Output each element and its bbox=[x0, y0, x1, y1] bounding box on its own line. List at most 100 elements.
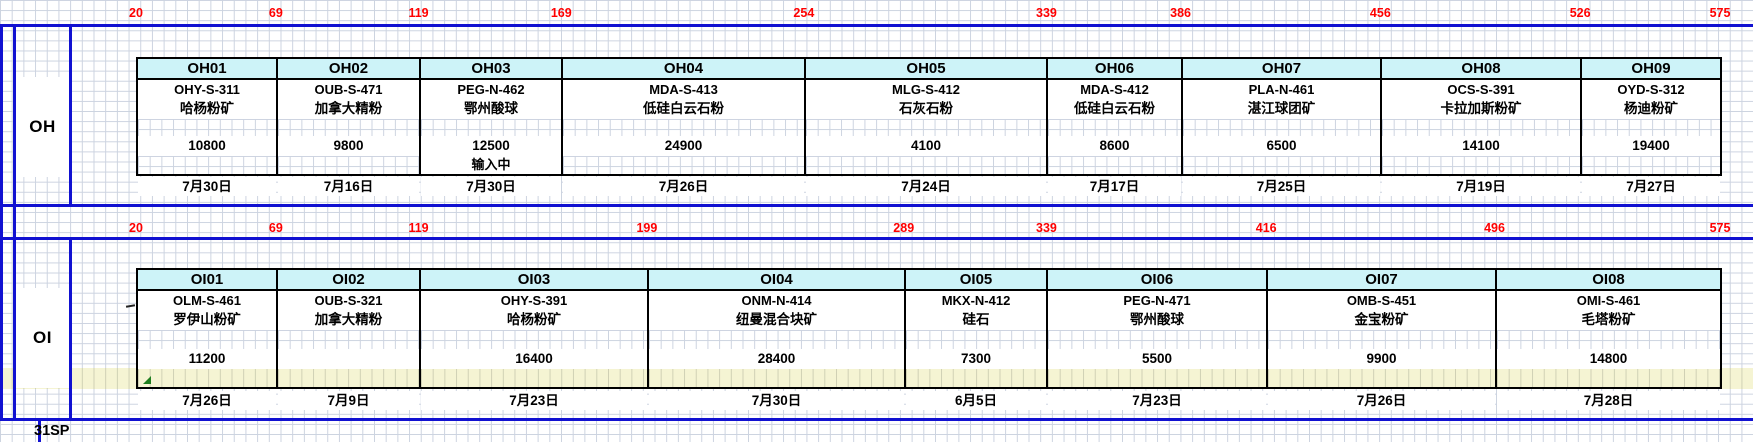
bin-id-cell[interactable]: OH08 bbox=[1382, 59, 1580, 80]
bin-oh03[interactable]: OH03 PEG-N-462 鄂州酸球 12500 输入中 bbox=[419, 57, 563, 176]
bin-oh07[interactable]: OH07 PLA-N-461 湛江球团矿 6500 bbox=[1181, 57, 1382, 176]
bin-date-cell[interactable]: 7月26日 bbox=[563, 177, 804, 196]
row-label-oi[interactable]: OI bbox=[16, 288, 69, 388]
bin-code-cell[interactable]: OLM-S-461 bbox=[173, 293, 241, 308]
bin-material-cell[interactable]: 鄂州酸球 bbox=[464, 101, 518, 116]
bin-date-cell[interactable]: 7月24日 bbox=[806, 177, 1046, 196]
bin-material-cell[interactable]: 鄂州酸球 bbox=[1130, 312, 1184, 327]
bin-id-cell[interactable]: OI04 bbox=[649, 270, 904, 291]
bin-oh02[interactable]: OH02 OUB-S-471 加拿大精粉 9800 bbox=[276, 57, 421, 176]
bin-oi08[interactable]: OI08 OMI-S-461 毛塔粉矿 14800 bbox=[1495, 268, 1722, 389]
bin-material-cell[interactable]: 卡拉加斯粉矿 bbox=[1440, 101, 1522, 116]
bin-oi02[interactable]: OI02 OUB-S-321 加拿大精粉 bbox=[276, 268, 421, 389]
bin-id-cell[interactable]: OI01 bbox=[138, 270, 276, 291]
bin-quantity-cell[interactable]: 9800 bbox=[333, 138, 364, 153]
bin-material-cell[interactable]: 罗伊山粉矿 bbox=[173, 312, 241, 327]
bin-code-cell[interactable]: MKX-N-412 bbox=[941, 293, 1011, 308]
bin-code-cell[interactable]: MDA-S-412 bbox=[1080, 82, 1149, 97]
bin-oh04[interactable]: OH04 MDA-S-413 低硅白云石粉 24900 bbox=[561, 57, 806, 176]
bin-date-cell[interactable]: 7月9日 bbox=[278, 391, 419, 410]
bin-code-cell[interactable]: OYD-S-312 bbox=[1617, 82, 1685, 97]
bin-code-cell[interactable]: OHY-S-391 bbox=[500, 293, 568, 308]
bin-code-cell[interactable]: PEG-N-462 bbox=[457, 82, 525, 97]
bin-date-cell[interactable]: 7月16日 bbox=[278, 177, 419, 196]
bin-date-cell[interactable]: 7月28日 bbox=[1497, 391, 1720, 410]
bin-note-cell[interactable] bbox=[806, 156, 1046, 174]
bin-oh01[interactable]: OH01 OHY-S-311 哈杨粉矿 10800 bbox=[136, 57, 278, 176]
bin-material-cell[interactable]: 石灰石粉 bbox=[899, 101, 953, 116]
bin-note-cell[interactable] bbox=[1382, 156, 1580, 174]
bin-date-cell[interactable]: 6月5日 bbox=[906, 391, 1046, 410]
bin-material-cell[interactable]: 加拿大精粉 bbox=[314, 101, 383, 116]
bin-oi01[interactable]: OI01 OLM-S-461 罗伊山粉矿 11200 bbox=[136, 268, 278, 389]
bin-oh05[interactable]: OH05 MLG-S-412 石灰石粉 4100 bbox=[804, 57, 1048, 176]
bin-code-cell[interactable]: MDA-S-413 bbox=[649, 82, 718, 97]
bin-date-cell[interactable]: 7月30日 bbox=[649, 391, 904, 410]
bin-oh08[interactable]: OH08 OCS-S-391 卡拉加斯粉矿 14100 bbox=[1380, 57, 1582, 176]
bin-quantity-cell[interactable] bbox=[278, 349, 419, 369]
bin-id-cell[interactable]: OH01 bbox=[138, 59, 276, 80]
bin-quantity-cell[interactable]: 14100 bbox=[1462, 138, 1500, 153]
bin-note-cell[interactable] bbox=[138, 156, 276, 174]
bin-id-cell[interactable]: OI02 bbox=[278, 270, 419, 291]
bin-id-cell[interactable]: OI07 bbox=[1268, 270, 1495, 291]
bin-id-cell[interactable]: OH07 bbox=[1183, 59, 1380, 80]
bin-id-cell[interactable]: OH04 bbox=[563, 59, 804, 80]
bin-material-cell[interactable]: 金宝粉矿 bbox=[1354, 312, 1409, 327]
bin-quantity-cell[interactable]: 12500 bbox=[472, 138, 510, 153]
bin-id-cell[interactable]: OI05 bbox=[906, 270, 1046, 291]
bin-date-cell[interactable]: 7月30日 bbox=[421, 177, 561, 196]
bin-note-cell[interactable] bbox=[1048, 156, 1181, 174]
bin-quantity-cell[interactable]: 19400 bbox=[1632, 138, 1670, 153]
bin-material-cell[interactable]: 杨迪粉矿 bbox=[1624, 101, 1678, 116]
bin-code-cell[interactable]: PEG-N-471 bbox=[1123, 293, 1191, 308]
bin-date-cell[interactable]: 7月26日 bbox=[1268, 391, 1495, 410]
bin-quantity-cell[interactable]: 16400 bbox=[515, 351, 553, 366]
bin-id-cell[interactable]: OH09 bbox=[1582, 59, 1720, 80]
bin-oi05[interactable]: OI05 MKX-N-412 硅石 7300 bbox=[904, 268, 1048, 389]
bin-code-cell[interactable]: PLA-N-461 bbox=[1248, 82, 1315, 97]
bin-material-cell[interactable]: 加拿大精粉 bbox=[314, 312, 383, 327]
bin-date-cell[interactable]: 7月23日 bbox=[421, 391, 647, 410]
bin-quantity-cell[interactable]: 5500 bbox=[1141, 351, 1173, 366]
bin-note-cell[interactable] bbox=[1582, 156, 1720, 174]
bin-note-cell[interactable] bbox=[1183, 156, 1380, 174]
bin-material-cell[interactable]: 低硅白云石粉 bbox=[643, 101, 724, 116]
bin-note-cell[interactable] bbox=[278, 156, 419, 174]
bin-quantity-cell[interactable]: 9900 bbox=[1366, 351, 1397, 366]
bin-oh06[interactable]: OH06 MDA-S-412 低硅白云石粉 8600 bbox=[1046, 57, 1183, 176]
bin-code-cell[interactable]: OUB-S-471 bbox=[314, 82, 383, 97]
bin-id-cell[interactable]: OI08 bbox=[1497, 270, 1720, 291]
bin-quantity-cell[interactable]: 10800 bbox=[188, 138, 226, 153]
bin-date-cell[interactable]: 7月30日 bbox=[138, 177, 276, 196]
bin-material-cell[interactable]: 湛江球团矿 bbox=[1247, 101, 1316, 116]
bin-code-cell[interactable]: OUB-S-321 bbox=[314, 293, 383, 308]
bin-id-cell[interactable]: OH03 bbox=[421, 59, 561, 80]
bin-code-cell[interactable]: OCS-S-391 bbox=[1447, 82, 1515, 97]
bin-id-cell[interactable]: OH05 bbox=[806, 59, 1046, 80]
bin-oi06[interactable]: OI06 PEG-N-471 鄂州酸球 5500 bbox=[1046, 268, 1268, 389]
bin-date-cell[interactable]: 7月17日 bbox=[1048, 177, 1181, 196]
bin-quantity-cell[interactable]: 28400 bbox=[757, 351, 796, 366]
bin-date-cell[interactable]: 7月23日 bbox=[1048, 391, 1266, 410]
bin-note-cell[interactable]: 输入中 bbox=[471, 157, 511, 172]
bin-oi07[interactable]: OI07 OMB-S-451 金宝粉矿 9900 bbox=[1266, 268, 1497, 389]
bin-material-cell[interactable]: 纽曼混合块矿 bbox=[736, 312, 817, 327]
bin-code-cell[interactable]: OMB-S-451 bbox=[1346, 293, 1417, 308]
bin-date-cell[interactable]: 7月25日 bbox=[1183, 177, 1380, 196]
bin-oi04[interactable]: OI04 ONM-N-414 纽曼混合块矿 28400 bbox=[647, 268, 906, 389]
bin-oi03[interactable]: OI03 OHY-S-391 哈杨粉矿 16400 bbox=[419, 268, 649, 389]
bin-code-cell[interactable]: MLG-S-412 bbox=[892, 82, 960, 97]
bin-quantity-cell[interactable]: 6500 bbox=[1266, 138, 1297, 153]
bin-quantity-cell[interactable]: 14800 bbox=[1589, 351, 1628, 366]
bin-id-cell[interactable]: OI03 bbox=[421, 270, 647, 291]
bin-material-cell[interactable]: 哈杨粉矿 bbox=[507, 312, 561, 327]
bin-quantity-cell[interactable]: 4100 bbox=[910, 138, 942, 153]
bin-id-cell[interactable]: OI06 bbox=[1048, 270, 1266, 291]
bin-material-cell[interactable]: 低硅白云石粉 bbox=[1074, 101, 1155, 116]
bin-quantity-cell[interactable]: 8600 bbox=[1099, 138, 1130, 153]
bin-quantity-cell[interactable]: 24900 bbox=[664, 138, 703, 153]
bin-material-cell[interactable]: 哈杨粉矿 bbox=[180, 101, 234, 116]
bin-id-cell[interactable]: OH02 bbox=[278, 59, 419, 80]
bin-code-cell[interactable]: ONM-N-414 bbox=[741, 293, 812, 308]
